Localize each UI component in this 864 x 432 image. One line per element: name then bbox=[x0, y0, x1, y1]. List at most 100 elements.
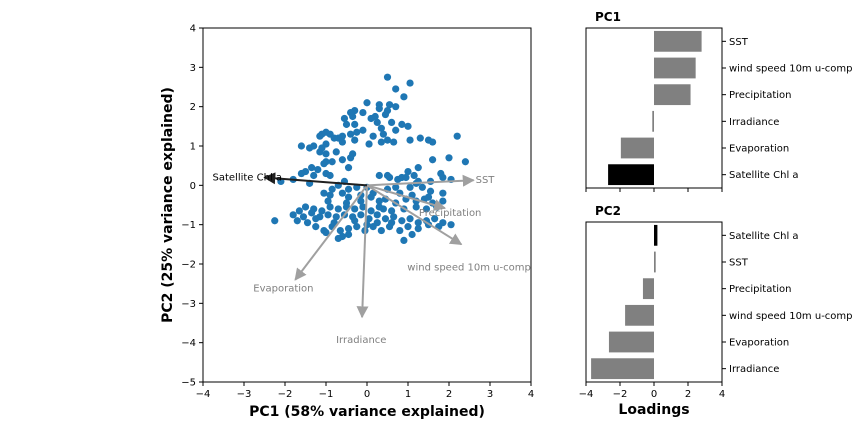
data-point bbox=[431, 215, 439, 223]
data-point bbox=[351, 217, 359, 225]
category-label: wind speed 10m u-comp bbox=[729, 64, 853, 75]
data-point bbox=[406, 79, 414, 87]
vector-label: SST bbox=[476, 175, 496, 186]
category-label: Precipitation bbox=[729, 90, 792, 101]
data-point bbox=[338, 189, 346, 197]
data-point bbox=[383, 73, 392, 81]
data-point bbox=[353, 223, 361, 231]
loading-vector bbox=[366, 174, 475, 187]
data-point bbox=[297, 142, 305, 150]
y-tick-label: 4 bbox=[190, 24, 196, 35]
x-tick-label: −1 bbox=[319, 389, 334, 400]
vector-label: wind speed 10m u-comp bbox=[407, 262, 531, 273]
data-point bbox=[328, 185, 336, 193]
pc2-loadings-chart: PC2 Satellite Chl a SST Precipitation wind s… bbox=[579, 204, 853, 418]
x-tick-label: 4 bbox=[528, 389, 534, 400]
data-point bbox=[338, 156, 346, 164]
data-point bbox=[392, 183, 400, 191]
x-tick-label: −3 bbox=[237, 389, 252, 400]
category-label: SST bbox=[729, 258, 749, 269]
data-point bbox=[326, 191, 334, 199]
data-point bbox=[351, 120, 359, 128]
data-point bbox=[365, 140, 373, 148]
x-tick-label: 0 bbox=[651, 389, 657, 400]
data-point bbox=[439, 173, 447, 182]
data-point bbox=[424, 193, 433, 201]
data-point bbox=[318, 144, 326, 152]
data-point bbox=[392, 126, 400, 134]
data-point bbox=[340, 114, 349, 123]
loading-bar bbox=[608, 331, 654, 353]
data-point bbox=[310, 171, 318, 180]
data-point bbox=[330, 134, 338, 142]
category-label: Precipitation bbox=[729, 284, 792, 295]
data-point bbox=[402, 173, 410, 182]
category-label: wind speed 10m u-comp bbox=[729, 311, 853, 322]
data-point bbox=[297, 169, 305, 178]
data-point bbox=[373, 211, 381, 219]
y-tick-label: −3 bbox=[181, 299, 196, 310]
data-point bbox=[332, 213, 340, 221]
data-point bbox=[324, 211, 332, 219]
category-label: Satellite Chl a bbox=[729, 231, 799, 242]
panel-frame bbox=[585, 221, 723, 383]
data-point bbox=[400, 236, 408, 244]
data-point bbox=[375, 105, 383, 113]
data-point bbox=[324, 197, 332, 205]
data-point bbox=[363, 99, 371, 107]
data-point bbox=[351, 136, 359, 144]
data-point bbox=[320, 160, 328, 168]
loading-bar bbox=[652, 110, 654, 132]
data-point bbox=[314, 166, 322, 174]
data-point bbox=[316, 132, 324, 140]
data-point bbox=[377, 226, 385, 235]
y-tick-label: −4 bbox=[181, 338, 196, 349]
data-point bbox=[326, 203, 334, 211]
data-point bbox=[359, 126, 367, 134]
y-tick-label: −5 bbox=[181, 378, 196, 389]
data-point bbox=[359, 108, 367, 117]
y-tick-label: 0 bbox=[190, 181, 196, 192]
data-point bbox=[357, 211, 365, 219]
data-point bbox=[390, 138, 398, 146]
y-tick-label: 3 bbox=[190, 63, 196, 74]
data-point bbox=[334, 234, 342, 243]
data-point bbox=[406, 183, 414, 191]
x-axis-label: PC1 (58% variance explained) bbox=[249, 404, 485, 420]
data-point bbox=[308, 164, 316, 172]
y-tick-label: −2 bbox=[181, 260, 196, 271]
data-point bbox=[400, 93, 408, 101]
data-point bbox=[414, 225, 422, 233]
y-tick-label: 2 bbox=[190, 102, 196, 113]
data-point bbox=[381, 110, 390, 119]
data-point bbox=[359, 203, 367, 211]
data-point bbox=[383, 136, 392, 144]
data-point bbox=[303, 219, 312, 227]
data-point bbox=[344, 225, 353, 233]
data-point bbox=[367, 114, 375, 123]
data-point bbox=[414, 219, 422, 227]
data-point bbox=[429, 156, 437, 164]
data-point bbox=[375, 197, 383, 205]
data-point bbox=[373, 219, 381, 227]
vector-label: Evaporation bbox=[253, 284, 313, 295]
loading-bar bbox=[654, 57, 696, 79]
data-point bbox=[289, 211, 297, 219]
loading-bar bbox=[642, 278, 654, 300]
data-point bbox=[344, 193, 353, 201]
data-point bbox=[318, 207, 326, 215]
data-point bbox=[408, 191, 416, 199]
vector-label: Irradiance bbox=[336, 335, 386, 346]
data-point bbox=[322, 150, 330, 158]
loading-vector bbox=[294, 184, 368, 281]
data-point bbox=[357, 197, 365, 205]
data-point bbox=[447, 221, 455, 229]
panel-title: PC1 bbox=[595, 10, 621, 24]
loading-vector bbox=[263, 172, 368, 187]
x-axis-label: Loadings bbox=[618, 402, 689, 418]
loading-bar bbox=[620, 137, 654, 159]
data-point bbox=[344, 185, 353, 193]
data-point bbox=[312, 215, 320, 223]
data-point bbox=[453, 132, 461, 140]
